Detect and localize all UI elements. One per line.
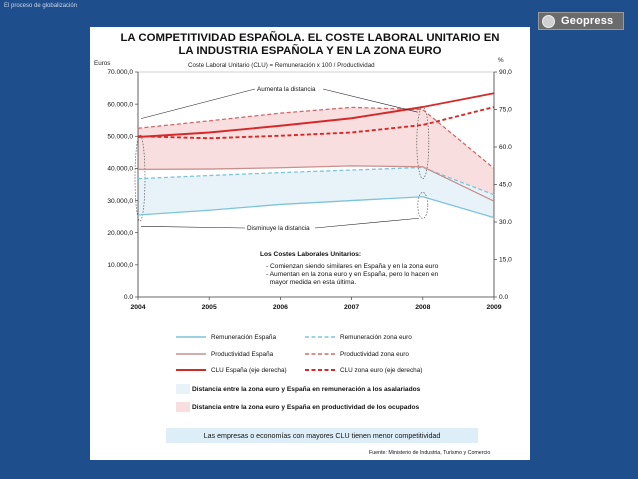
left-tick-label: 10.000,0: [107, 262, 133, 269]
legend-box-remuneracion: [176, 384, 190, 394]
annotation-top-leader-right: [322, 88, 418, 113]
left-tick-label: 20.000,0: [107, 230, 133, 237]
series-line-clu-espana: [137, 92, 495, 138]
annotation-bottom-leader-left: [140, 225, 246, 229]
left-tick-label: 70.000,0: [107, 69, 133, 76]
right-tick-label: 60.0: [499, 144, 512, 151]
line-chart: 0.0 10.000,0 20.000,0 30.000,0 40.000,0 50.00…: [107, 69, 512, 412]
globe-icon: [542, 14, 555, 28]
right-tick-label: 15,0: [499, 257, 512, 264]
annotation-top-label: Aumenta la distancia: [257, 86, 316, 93]
logo-text: Geopress: [561, 15, 614, 27]
notes-line-1: - Comienzan siendo similares en España y…: [266, 263, 439, 270]
right-axis-unit: %: [498, 57, 504, 64]
legend-label-productividad-espana: Productividad España: [211, 351, 274, 358]
series-line-clu-zona-euro: [137, 106, 495, 140]
annotation-bottom-leader-right: [314, 217, 419, 229]
right-tick-label: 45,0: [499, 182, 512, 189]
x-tick-label: 2009: [486, 304, 501, 311]
right-tick-label: 75,0: [499, 107, 512, 114]
geopress-logo: Geopress: [538, 12, 624, 30]
legend-box-label-productividad: Distancia entre la zona euro y España en…: [192, 404, 420, 411]
left-tick-label: 0.0: [124, 294, 133, 301]
notes-line-3: mayor medida en esta última.: [266, 279, 357, 286]
highlight-ellipse-2008-bottom: [417, 192, 429, 219]
chart-slide: 0.0 10.000,0 20.000,0 30.000,0 40.000,0 50.00…: [90, 27, 530, 460]
annotation-top-leader-left: [140, 88, 256, 119]
conclusion-banner: Las empresas o economías con mayores CLU…: [166, 428, 478, 443]
chart-subtitle: Coste Laboral Unitario (CLU) = Remunerac…: [188, 62, 375, 69]
notes-heading: Los Costes Laborales Unitarios:: [260, 251, 362, 258]
source-note: Fuente: Ministerio de Industria, Turismo…: [369, 450, 491, 456]
notes-line-2: - Aumentan en la zona euro y en España, …: [266, 271, 439, 278]
right-tick-label: 0.0: [499, 294, 508, 301]
x-tick-label: 2004: [130, 304, 145, 311]
legend-label-clu-espana: CLU España (eje derecha): [211, 367, 287, 374]
legend-label-remuneracion-zona-euro: Remuneración zona euro: [340, 334, 412, 341]
legend-label-clu-zona-euro: CLU zona euro (eje derecha): [340, 367, 423, 374]
legend-label-productividad-zona-euro: Productividad zona euro: [340, 351, 409, 358]
x-tick-label: 2005: [202, 304, 217, 311]
slide-section-label: El proceso de globalización: [4, 3, 78, 9]
legend-label-remuneracion-espana: Remuneración España: [211, 334, 277, 341]
series-line-productividad-zona-euro: [137, 106, 495, 169]
left-tick-label: 60.000,0: [107, 101, 133, 108]
chart-title-line1: LA COMPETITIVIDAD ESPAÑOLA. EL COSTE LAB…: [120, 32, 500, 44]
left-tick-label: 40.000,0: [107, 166, 133, 173]
legend-box-label-remuneracion: Distancia entre la zona euro y España en…: [192, 386, 421, 393]
x-tick-label: 2008: [415, 304, 430, 311]
right-tick-label: 90,0: [499, 69, 512, 76]
series-line-remuneracion-zona-euro: [137, 166, 495, 196]
left-tick-label: 30.000,0: [107, 198, 133, 205]
annotation-bottom-label: Disminuye la distancia: [247, 225, 310, 232]
x-tick-label: 2007: [344, 304, 359, 311]
series-line-remuneracion-espana: [137, 196, 495, 219]
right-tick-label: 30.0: [499, 219, 512, 226]
left-axis-unit: Euros: [94, 60, 111, 67]
series-line-productividad-espana: [137, 165, 495, 202]
legend-box-productividad: [176, 402, 190, 412]
x-tick-label: 2006: [273, 304, 288, 311]
shaded-area-remuneracion: [138, 167, 494, 218]
left-tick-label: 50.000,0: [107, 133, 133, 140]
chart-title-line2: LA INDUSTRIA ESPAÑOLA Y EN LA ZONA EURO: [178, 45, 442, 57]
notes-block: Los Costes Laborales Unitarios: - Comien…: [260, 251, 438, 287]
